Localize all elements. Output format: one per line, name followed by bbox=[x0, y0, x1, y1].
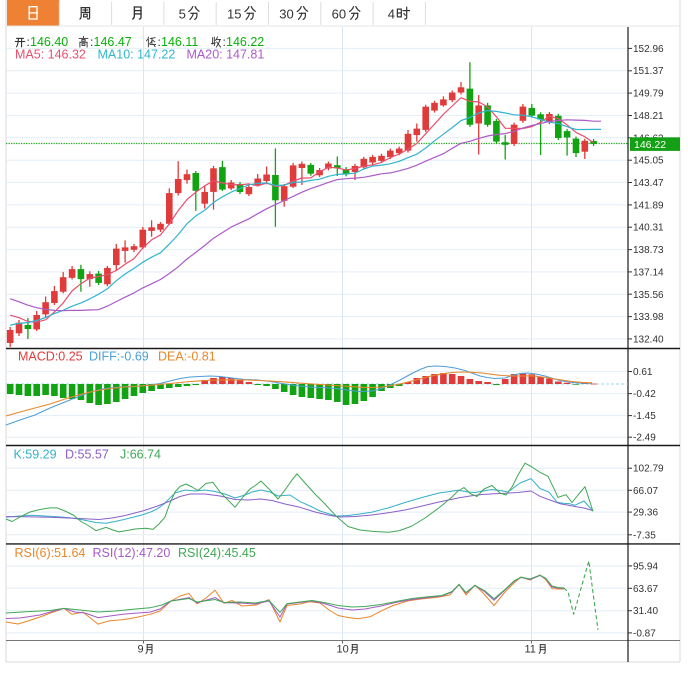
svg-text:149.79: 149.79 bbox=[633, 89, 664, 100]
svg-text:146.22: 146.22 bbox=[634, 139, 666, 151]
svg-text:138.73: 138.73 bbox=[633, 245, 664, 256]
svg-text:MA20: 147.81: MA20: 147.81 bbox=[187, 48, 265, 62]
svg-text:30: 30 bbox=[279, 7, 293, 22]
svg-text::: : bbox=[223, 35, 226, 49]
svg-text:102.79: 102.79 bbox=[633, 464, 664, 475]
svg-text:141.89: 141.89 bbox=[633, 200, 664, 211]
svg-text:4: 4 bbox=[388, 7, 395, 22]
svg-text::: : bbox=[27, 35, 30, 49]
svg-text:-0.42: -0.42 bbox=[633, 389, 656, 400]
svg-text:132.40: 132.40 bbox=[633, 334, 664, 345]
svg-text:11: 11 bbox=[525, 644, 536, 656]
svg-text:95.94: 95.94 bbox=[633, 561, 658, 572]
svg-text:5: 5 bbox=[179, 7, 186, 22]
svg-text:DEA:-0.81: DEA:-0.81 bbox=[158, 350, 216, 364]
svg-text:133.98: 133.98 bbox=[633, 312, 664, 323]
svg-text:D:55.57: D:55.57 bbox=[65, 448, 109, 462]
svg-text:-1.45: -1.45 bbox=[633, 411, 656, 422]
svg-text:60: 60 bbox=[332, 7, 346, 22]
svg-text:145.05: 145.05 bbox=[633, 156, 664, 167]
svg-text:135.56: 135.56 bbox=[633, 290, 664, 301]
svg-text:RSI(6):51.64: RSI(6):51.64 bbox=[15, 546, 86, 560]
svg-text:DIFF:-0.69: DIFF:-0.69 bbox=[89, 350, 149, 364]
svg-text:146.11: 146.11 bbox=[161, 35, 198, 49]
svg-text::: : bbox=[158, 35, 161, 49]
svg-text:MA5: 146.32: MA5: 146.32 bbox=[15, 48, 86, 62]
svg-text:146.22: 146.22 bbox=[226, 35, 264, 49]
svg-text:MA10: 147.22: MA10: 147.22 bbox=[98, 48, 176, 62]
svg-text:151.37: 151.37 bbox=[633, 66, 664, 77]
svg-text:29.36: 29.36 bbox=[633, 508, 658, 519]
svg-text:-7.35: -7.35 bbox=[633, 530, 656, 541]
svg-text:0.61: 0.61 bbox=[633, 367, 653, 378]
svg-text::: : bbox=[90, 35, 93, 49]
svg-text:J:66.74: J:66.74 bbox=[120, 448, 161, 462]
svg-text:MACD:0.25: MACD:0.25 bbox=[18, 350, 83, 364]
svg-text:152.96: 152.96 bbox=[633, 44, 664, 55]
svg-text:K:59.29: K:59.29 bbox=[14, 448, 57, 462]
svg-text:RSI(12):47.20: RSI(12):47.20 bbox=[93, 546, 171, 560]
svg-text:10: 10 bbox=[337, 644, 349, 656]
svg-text:148.21: 148.21 bbox=[633, 111, 664, 122]
svg-text:146.47: 146.47 bbox=[94, 35, 132, 49]
svg-text:-0.87: -0.87 bbox=[633, 628, 656, 639]
svg-text:9: 9 bbox=[138, 644, 144, 656]
svg-text:137.14: 137.14 bbox=[633, 267, 664, 278]
svg-text:31.40: 31.40 bbox=[633, 606, 658, 617]
svg-text:RSI(24):45.45: RSI(24):45.45 bbox=[178, 546, 256, 560]
svg-text:15: 15 bbox=[227, 7, 241, 22]
svg-text:-2.49: -2.49 bbox=[633, 433, 656, 444]
svg-text:140.31: 140.31 bbox=[633, 223, 664, 234]
svg-text:146.40: 146.40 bbox=[30, 35, 68, 49]
svg-text:63.67: 63.67 bbox=[633, 584, 658, 595]
svg-text:66.07: 66.07 bbox=[633, 486, 658, 497]
svg-text:143.47: 143.47 bbox=[633, 178, 664, 189]
